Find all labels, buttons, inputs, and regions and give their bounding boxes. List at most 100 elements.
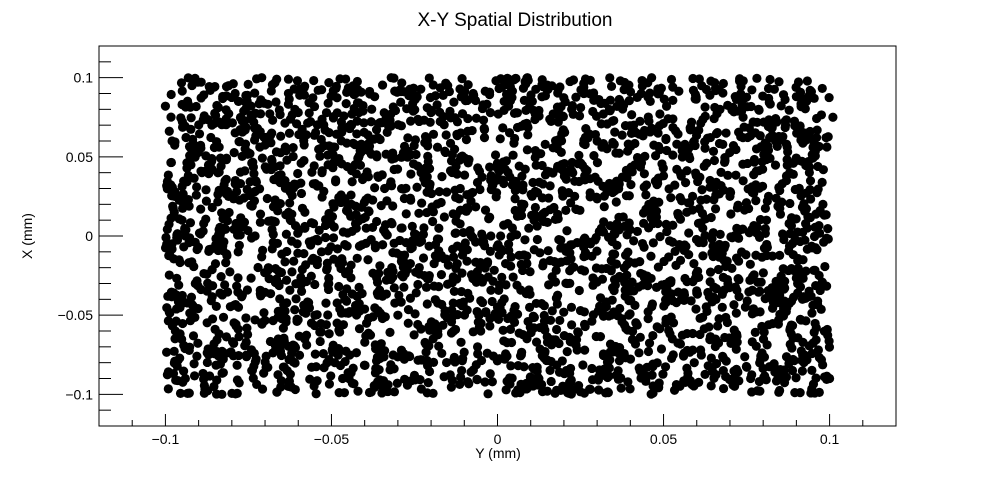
data-point	[607, 295, 617, 305]
data-point	[622, 270, 632, 280]
data-point	[463, 158, 473, 168]
data-point	[751, 250, 761, 260]
data-point	[480, 205, 491, 215]
data-point	[749, 220, 759, 231]
data-point	[219, 180, 229, 190]
data-point	[812, 125, 822, 135]
data-point	[487, 377, 497, 387]
data-point	[673, 287, 683, 297]
data-point	[185, 233, 195, 243]
data-point	[233, 273, 243, 283]
data-point	[567, 240, 577, 250]
data-point	[389, 387, 400, 397]
data-point	[178, 366, 189, 376]
data-point	[383, 386, 393, 397]
data-point	[320, 220, 331, 231]
data-point	[368, 222, 378, 233]
data-point	[451, 228, 461, 238]
data-point	[354, 324, 365, 334]
data-point	[543, 246, 553, 256]
data-point	[247, 201, 257, 211]
data-point	[615, 303, 625, 314]
data-point	[290, 221, 301, 231]
data-point	[352, 129, 362, 139]
data-point	[388, 350, 398, 360]
data-point	[194, 129, 205, 139]
data-point	[486, 285, 496, 295]
data-point	[432, 100, 442, 110]
data-point	[549, 257, 560, 267]
data-point	[416, 324, 426, 334]
data-point	[734, 92, 745, 102]
data-point	[587, 316, 597, 326]
data-point	[750, 128, 760, 138]
data-point	[409, 330, 419, 340]
data-point	[418, 229, 429, 239]
data-point	[513, 385, 523, 395]
data-point	[478, 115, 489, 125]
data-point	[530, 145, 541, 156]
data-point	[655, 145, 665, 155]
data-point	[212, 349, 222, 359]
data-point	[557, 160, 567, 170]
data-point	[450, 185, 460, 195]
data-point	[540, 346, 550, 357]
data-point	[627, 334, 638, 345]
data-point	[641, 190, 651, 200]
data-point	[166, 180, 176, 190]
data-point	[796, 191, 806, 201]
data-point	[462, 203, 472, 213]
data-point	[170, 140, 180, 150]
data-point	[335, 304, 345, 314]
data-point	[207, 314, 218, 324]
data-point	[494, 314, 504, 324]
data-point	[724, 283, 735, 293]
data-point	[750, 327, 760, 337]
data-point	[785, 198, 795, 209]
data-point	[320, 232, 331, 243]
data-point	[352, 253, 362, 263]
data-point	[439, 212, 449, 222]
data-point	[481, 307, 491, 317]
data-point	[190, 312, 200, 322]
data-point	[666, 313, 676, 323]
data-point	[303, 118, 313, 128]
data-point	[294, 84, 305, 94]
data-point	[749, 157, 759, 167]
data-point	[710, 204, 721, 214]
data-point	[774, 77, 784, 87]
data-point	[304, 97, 314, 108]
data-point	[319, 120, 329, 130]
data-point	[680, 177, 691, 188]
data-point	[747, 370, 757, 380]
data-point	[341, 296, 352, 306]
data-point	[249, 348, 259, 359]
data-point	[289, 341, 299, 351]
data-point	[718, 351, 728, 361]
data-point	[508, 150, 518, 160]
data-point	[782, 142, 792, 152]
data-point	[464, 379, 474, 389]
data-point	[288, 357, 298, 367]
data-point	[490, 150, 501, 160]
data-point	[234, 96, 244, 106]
data-point	[447, 375, 457, 385]
data-point	[566, 254, 576, 264]
data-point	[267, 224, 277, 235]
data-point	[215, 359, 225, 369]
data-point	[376, 347, 386, 357]
data-point	[234, 331, 244, 342]
data-point	[741, 198, 752, 208]
data-point	[684, 376, 694, 386]
data-point	[413, 279, 423, 290]
data-point	[410, 135, 421, 145]
data-point	[266, 138, 276, 148]
data-point	[374, 268, 384, 278]
data-point	[519, 95, 529, 105]
data-point	[629, 236, 639, 246]
data-point	[477, 229, 487, 239]
data-point	[210, 324, 220, 334]
data-point	[272, 387, 282, 397]
data-point	[787, 343, 797, 353]
data-point	[805, 176, 816, 186]
